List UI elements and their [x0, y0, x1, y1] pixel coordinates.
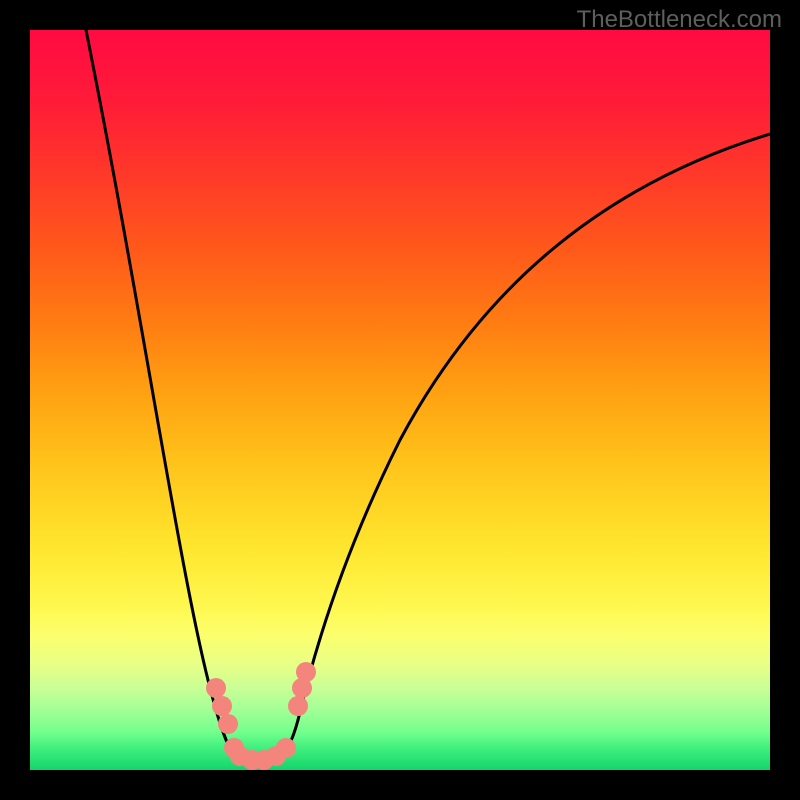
plot-background: [30, 30, 770, 770]
data-marker: [212, 696, 232, 716]
data-marker: [296, 662, 316, 682]
data-marker: [288, 696, 308, 716]
data-marker: [218, 714, 238, 734]
chart-canvas: TheBottleneck.com: [0, 0, 800, 800]
data-marker: [276, 738, 296, 758]
bottleneck-chart: [0, 0, 800, 800]
data-marker: [206, 678, 226, 698]
watermark-text: TheBottleneck.com: [577, 6, 782, 34]
